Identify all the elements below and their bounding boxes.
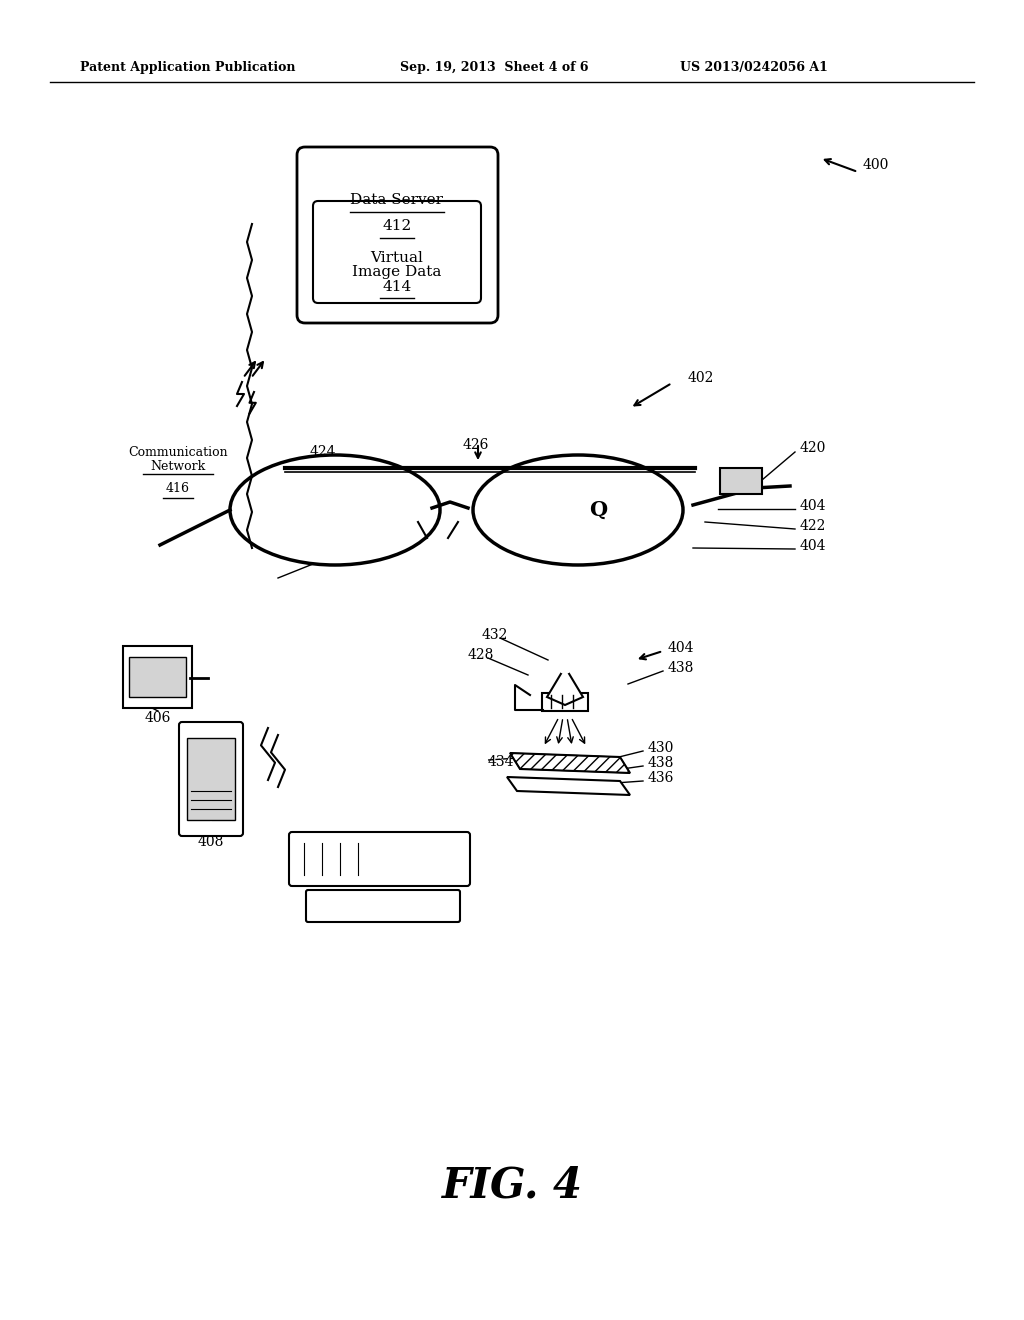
Polygon shape — [507, 777, 630, 795]
Text: 402: 402 — [688, 371, 715, 385]
Circle shape — [135, 385, 179, 429]
Text: 404: 404 — [800, 539, 826, 553]
Text: 436: 436 — [648, 771, 675, 785]
Text: 414: 414 — [382, 280, 412, 294]
FancyBboxPatch shape — [123, 645, 193, 708]
Circle shape — [208, 822, 214, 829]
Circle shape — [380, 900, 392, 912]
Text: 404: 404 — [800, 499, 826, 513]
Text: Data Server: Data Server — [350, 193, 443, 207]
FancyBboxPatch shape — [306, 890, 460, 921]
Circle shape — [452, 859, 459, 866]
FancyBboxPatch shape — [297, 147, 498, 323]
Ellipse shape — [473, 455, 683, 565]
FancyBboxPatch shape — [313, 201, 481, 304]
FancyBboxPatch shape — [289, 832, 470, 886]
Text: 406: 406 — [144, 711, 171, 725]
Text: 430: 430 — [648, 741, 675, 755]
Text: Virtual: Virtual — [371, 251, 424, 265]
Text: 438: 438 — [668, 661, 694, 675]
Circle shape — [152, 370, 208, 425]
Text: 420: 420 — [800, 441, 826, 455]
Circle shape — [406, 850, 424, 869]
FancyBboxPatch shape — [179, 722, 243, 836]
Circle shape — [135, 399, 171, 436]
Text: 434: 434 — [488, 755, 514, 770]
Circle shape — [197, 399, 233, 436]
Text: 410: 410 — [370, 911, 396, 925]
Text: Communication: Communication — [128, 446, 227, 458]
Circle shape — [438, 902, 446, 909]
FancyBboxPatch shape — [129, 657, 186, 697]
Circle shape — [431, 853, 443, 865]
Circle shape — [185, 381, 229, 425]
Text: 400: 400 — [863, 158, 890, 172]
Text: Q: Q — [589, 500, 607, 520]
Text: 416: 416 — [166, 482, 190, 495]
FancyBboxPatch shape — [187, 738, 234, 820]
Text: 428: 428 — [468, 648, 495, 663]
Text: 404: 404 — [668, 642, 694, 655]
Text: 432: 432 — [482, 628, 508, 642]
Text: 426: 426 — [463, 438, 489, 451]
Circle shape — [182, 409, 218, 445]
Polygon shape — [547, 667, 583, 705]
Ellipse shape — [230, 455, 440, 565]
Text: Sep. 19, 2013  Sheet 4 of 6: Sep. 19, 2013 Sheet 4 of 6 — [400, 62, 589, 74]
Text: 418: 418 — [318, 554, 344, 569]
Text: FIG. 4: FIG. 4 — [441, 1164, 583, 1206]
Text: Patent Application Publication: Patent Application Publication — [80, 62, 296, 74]
Text: Image Data: Image Data — [352, 265, 441, 279]
Text: 438: 438 — [648, 756, 675, 770]
Text: 422: 422 — [800, 519, 826, 533]
Text: Network: Network — [151, 459, 206, 473]
Circle shape — [452, 851, 459, 858]
FancyBboxPatch shape — [542, 693, 588, 711]
Text: 412: 412 — [382, 219, 412, 234]
Circle shape — [324, 900, 336, 912]
Text: 424: 424 — [310, 445, 337, 459]
Circle shape — [559, 661, 571, 673]
Polygon shape — [510, 752, 630, 774]
Circle shape — [152, 409, 188, 445]
Circle shape — [352, 900, 364, 912]
Text: 408: 408 — [198, 836, 224, 849]
Text: US 2013/0242056 A1: US 2013/0242056 A1 — [680, 62, 827, 74]
FancyBboxPatch shape — [720, 469, 762, 494]
